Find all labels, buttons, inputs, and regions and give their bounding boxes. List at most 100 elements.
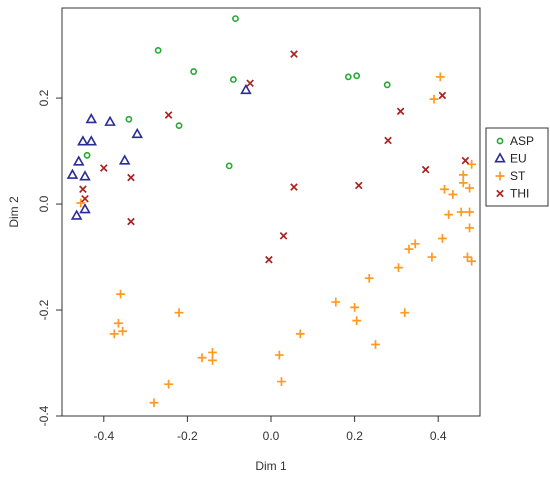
point-st bbox=[437, 234, 447, 243]
point-thi bbox=[127, 173, 135, 182]
point-eu bbox=[72, 155, 85, 166]
series-st bbox=[76, 72, 477, 408]
legend-label-asp: ASP bbox=[510, 134, 534, 148]
point-thi bbox=[279, 232, 288, 240]
point-st bbox=[295, 329, 305, 339]
point-st bbox=[350, 302, 359, 312]
point-thi bbox=[79, 185, 87, 194]
point-st bbox=[440, 184, 449, 194]
point-asp bbox=[175, 122, 183, 130]
series-thi bbox=[79, 50, 470, 264]
point-st bbox=[114, 318, 123, 328]
y-axis-label: Dim 2 bbox=[7, 196, 21, 228]
y-tick-label: -0.4 bbox=[37, 405, 51, 426]
point-asp bbox=[154, 46, 162, 54]
point-thi bbox=[384, 136, 392, 145]
point-asp bbox=[353, 72, 361, 80]
x-tick-label: 0.4 bbox=[430, 429, 447, 443]
point-st bbox=[118, 326, 128, 336]
x-tick-label: 0.2 bbox=[346, 429, 363, 443]
point-st bbox=[208, 348, 217, 357]
point-st bbox=[427, 252, 437, 262]
point-asp bbox=[383, 81, 391, 89]
y-axis: -0.4 -0.2 0.0 0.2 bbox=[37, 89, 62, 426]
point-thi bbox=[461, 156, 470, 165]
y-tick-label: 0.0 bbox=[37, 195, 51, 212]
legend: ASP EU ST THI bbox=[485, 127, 549, 207]
point-st bbox=[463, 252, 472, 262]
point-thi bbox=[127, 217, 135, 226]
point-thi bbox=[421, 165, 430, 174]
point-thi bbox=[438, 91, 447, 100]
point-asp bbox=[83, 151, 91, 159]
point-st bbox=[394, 263, 403, 273]
point-st bbox=[435, 72, 445, 82]
point-st bbox=[465, 207, 474, 217]
x-axis: -0.4 -0.2 0.0 0.2 0.4 bbox=[93, 416, 447, 443]
legend-marker-asp bbox=[496, 137, 504, 145]
point-st bbox=[364, 273, 374, 283]
point-asp bbox=[225, 162, 233, 170]
point-eu bbox=[85, 113, 98, 124]
point-st bbox=[149, 398, 159, 408]
point-eu bbox=[79, 170, 91, 181]
point-asp bbox=[344, 73, 352, 81]
x-axis-label: Dim 1 bbox=[255, 459, 287, 473]
point-st bbox=[456, 207, 466, 217]
legend-label-eu: EU bbox=[510, 152, 527, 166]
x-tick-label: -0.2 bbox=[177, 429, 198, 443]
y-tick-label: -0.2 bbox=[37, 299, 51, 320]
point-st bbox=[429, 94, 439, 104]
point-thi bbox=[354, 181, 363, 190]
point-thi bbox=[396, 107, 405, 116]
point-thi bbox=[164, 111, 173, 119]
point-st bbox=[404, 244, 414, 254]
point-st bbox=[116, 289, 125, 299]
point-st bbox=[76, 198, 86, 208]
point-st bbox=[352, 316, 362, 326]
point-thi bbox=[290, 183, 298, 191]
legend-box bbox=[485, 127, 549, 207]
point-eu bbox=[118, 154, 131, 165]
point-st bbox=[197, 353, 207, 363]
point-st bbox=[465, 223, 474, 233]
point-eu bbox=[240, 83, 252, 95]
point-st bbox=[109, 329, 119, 339]
point-asp bbox=[232, 15, 239, 22]
point-eu bbox=[85, 135, 98, 146]
legend-marker-st bbox=[495, 171, 505, 181]
x-tick-label: 0.0 bbox=[263, 429, 280, 443]
point-st bbox=[458, 178, 468, 188]
point-asp bbox=[125, 115, 133, 123]
point-st bbox=[274, 350, 284, 360]
x-tick-label: -0.4 bbox=[93, 429, 114, 443]
plot-frame bbox=[61, 7, 481, 417]
point-eu bbox=[79, 203, 91, 214]
legend-label-st: ST bbox=[510, 169, 526, 183]
y-tick-label: 0.2 bbox=[37, 89, 51, 106]
point-asp bbox=[229, 76, 237, 83]
point-st bbox=[458, 170, 468, 180]
point-st bbox=[277, 377, 286, 386]
point-st bbox=[410, 239, 420, 249]
point-st bbox=[174, 308, 184, 318]
point-eu bbox=[104, 115, 116, 126]
point-eu bbox=[77, 135, 89, 146]
point-st bbox=[467, 159, 477, 169]
point-st bbox=[164, 379, 173, 389]
point-thi bbox=[81, 194, 89, 203]
legend-marker-eu bbox=[494, 152, 506, 163]
point-st bbox=[448, 190, 458, 199]
point-st bbox=[444, 210, 454, 220]
point-st bbox=[208, 355, 217, 365]
point-st bbox=[400, 308, 410, 318]
point-thi bbox=[265, 255, 273, 264]
point-st bbox=[467, 256, 477, 266]
point-eu bbox=[131, 127, 144, 139]
point-st bbox=[331, 297, 341, 307]
series-eu bbox=[66, 83, 252, 220]
point-thi bbox=[99, 164, 108, 172]
point-st bbox=[371, 340, 380, 349]
series-asp bbox=[83, 15, 391, 170]
